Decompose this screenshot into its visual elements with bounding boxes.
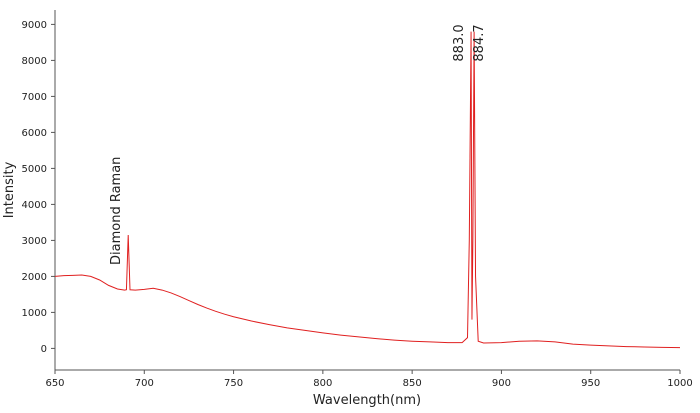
- spectrum-line: [54, 31, 681, 349]
- y-tick-label: 0: [41, 344, 47, 355]
- y-tick-label: 2000: [22, 272, 47, 283]
- x-tick-label: 850: [403, 378, 422, 389]
- x-tick-label: 1000: [667, 378, 692, 389]
- x-tick-label: 800: [313, 378, 332, 389]
- x-tick-label: 650: [45, 378, 64, 389]
- x-tick-label: 900: [492, 378, 511, 389]
- y-tick-label: 8000: [22, 56, 47, 67]
- x-tick-label: 950: [581, 378, 600, 389]
- annotation: 883.0: [452, 24, 467, 61]
- y-tick-label: 3000: [22, 236, 47, 247]
- y-tick-label: 1000: [22, 308, 47, 319]
- annotation: 884.7: [472, 24, 487, 61]
- y-tick-label: 6000: [22, 128, 47, 139]
- x-tick-label: 750: [224, 378, 243, 389]
- annotation: Diamond Raman: [109, 157, 124, 265]
- x-axis-title: Wavelength(nm): [313, 393, 421, 408]
- y-tick-label: 7000: [22, 92, 47, 103]
- y-axis-title: Intensity: [2, 161, 17, 218]
- y-tick-label: 5000: [22, 164, 47, 175]
- y-tick-label: 9000: [22, 20, 47, 31]
- y-tick-label: 4000: [22, 200, 47, 211]
- x-tick-label: 700: [135, 378, 154, 389]
